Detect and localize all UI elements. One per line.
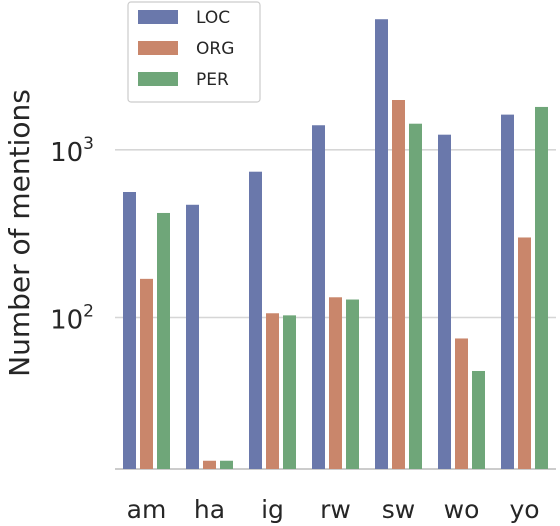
- legend-label-org: ORG: [196, 39, 234, 59]
- bar-loc-ha: [186, 204, 199, 469]
- y-axis-label: Number of mentions: [3, 89, 36, 377]
- bar-org-am: [140, 278, 153, 469]
- bars: [123, 19, 548, 470]
- x-tick-label: ha: [194, 495, 225, 524]
- grid-lines: [115, 148, 556, 319]
- legend: LOC ORG PER: [127, 1, 261, 103]
- bar-per-wo: [472, 370, 485, 469]
- legend-label-loc: LOC: [196, 8, 230, 28]
- y-tick-label: 103: [50, 134, 94, 168]
- y-tick-exponent: 3: [83, 134, 94, 154]
- bar-per-sw: [409, 123, 422, 469]
- bar-loc-sw: [375, 19, 388, 470]
- y-tick-base: 10: [50, 138, 83, 168]
- bar-per-ig: [283, 315, 296, 469]
- bar-per-yo: [535, 106, 548, 469]
- bar-per-am: [157, 212, 170, 469]
- bar-per-rw: [346, 299, 359, 469]
- bar-loc-rw: [312, 125, 325, 469]
- legend-label-per: PER: [196, 70, 229, 90]
- bar-loc-am: [123, 192, 136, 470]
- bar-org-wo: [455, 338, 468, 469]
- x-tick-label: yo: [509, 495, 539, 524]
- y-tick-base: 10: [50, 306, 83, 336]
- bar-org-ha: [203, 460, 216, 469]
- legend-swatch-org: [138, 41, 178, 55]
- bar-loc-wo: [438, 134, 451, 469]
- bar-loc-yo: [501, 114, 514, 470]
- y-tick-label: 102: [50, 302, 94, 336]
- bar-per-ha: [220, 460, 233, 469]
- bar-org-ig: [266, 313, 279, 469]
- x-tick-label: wo: [444, 495, 480, 524]
- bar-org-rw: [329, 297, 342, 469]
- x-tick-labels: am ha ig rw sw wo yo: [127, 495, 540, 524]
- bar-loc-ig: [249, 171, 262, 469]
- legend-swatch-per: [138, 72, 178, 86]
- x-tick-label: rw: [320, 495, 351, 524]
- y-tick-exponent: 2: [83, 302, 94, 322]
- x-tick-label: sw: [382, 495, 415, 524]
- x-tick-label: am: [127, 495, 167, 524]
- legend-swatch-loc: [138, 10, 178, 24]
- bar-org-sw: [392, 99, 405, 469]
- x-tick-label: ig: [261, 495, 284, 524]
- bar-org-yo: [518, 237, 531, 469]
